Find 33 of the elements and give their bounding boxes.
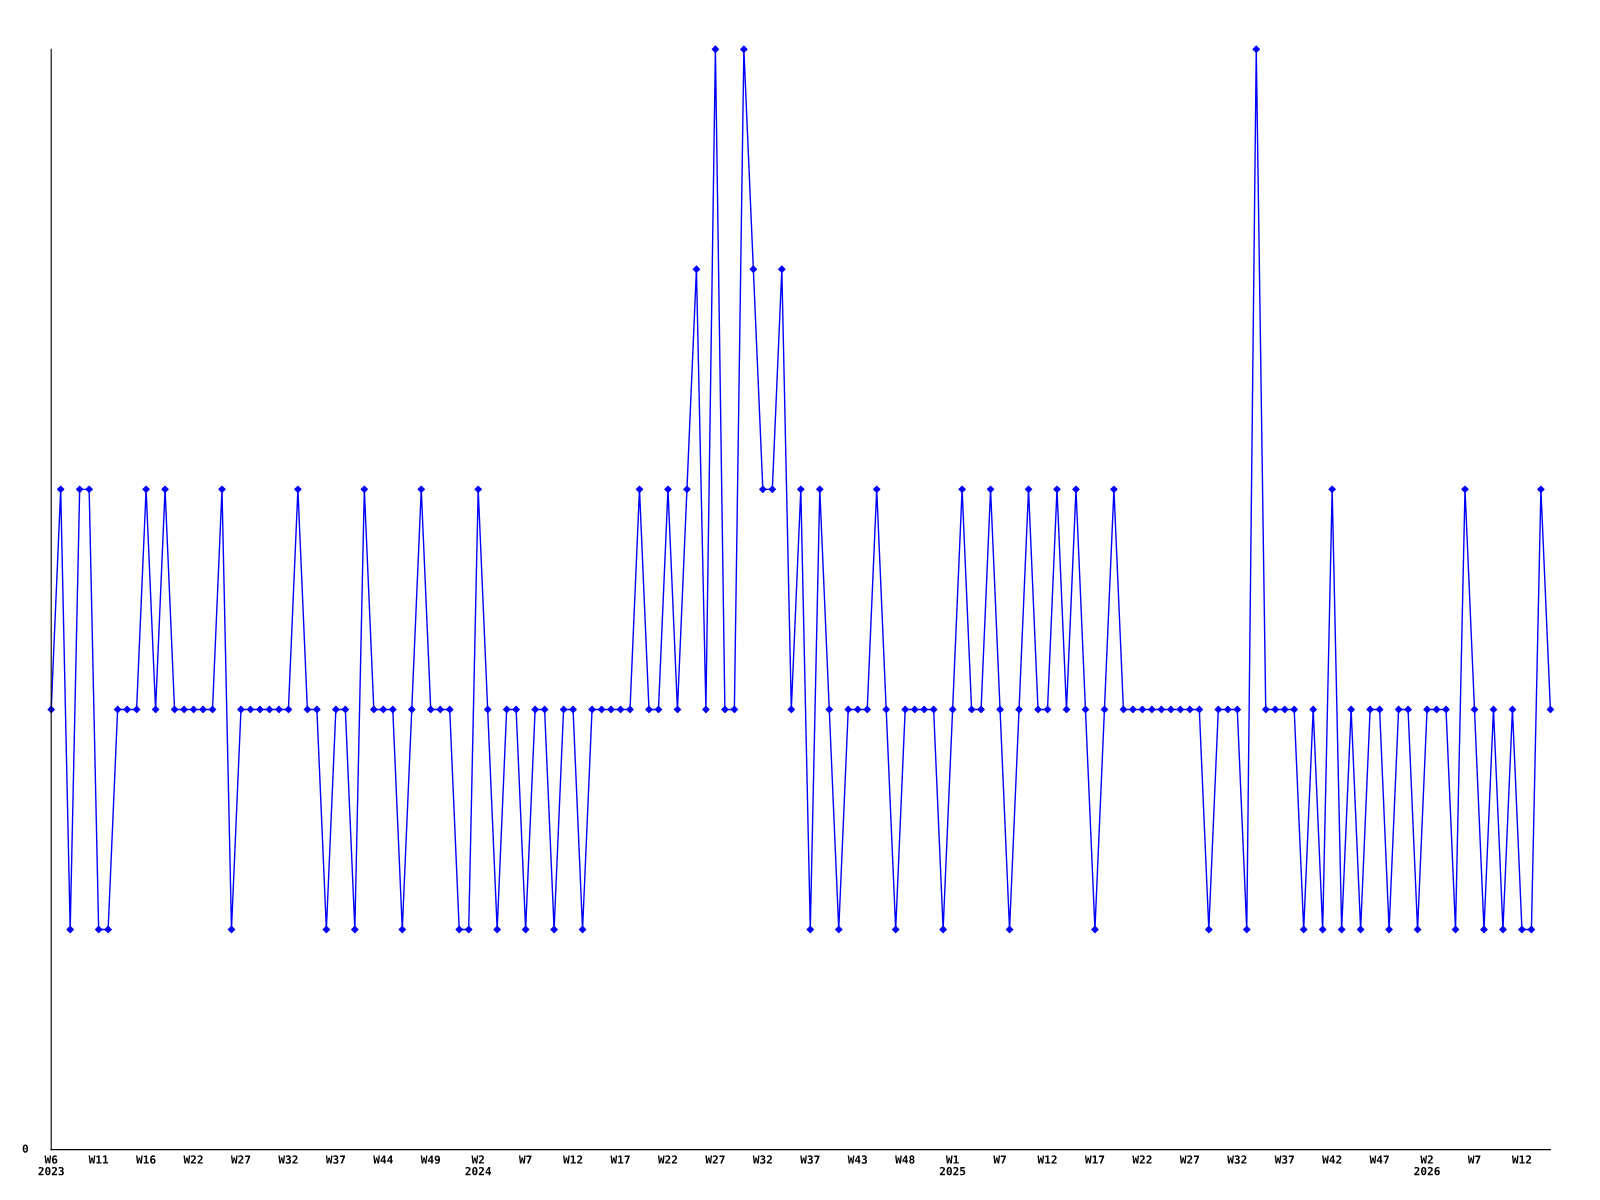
x-tick-label: W43 (847, 1155, 868, 1164)
x-tick-label: W42 (1322, 1155, 1342, 1164)
x-tick-label: W49 (420, 1155, 441, 1164)
x-tick-label: W22 (183, 1155, 203, 1164)
x-tick-label: W1 2025 (939, 1155, 966, 1176)
x-tick-label: W17 (610, 1155, 630, 1164)
x-tick-label: W12 (1511, 1155, 1532, 1164)
x-tick-label: W7 (518, 1155, 532, 1164)
x-tick-label: W44 (373, 1155, 393, 1164)
x-tick-label: W22 (1132, 1155, 1152, 1164)
x-tick-label: W7 (993, 1155, 1006, 1164)
x-tick-label: W12 (563, 1155, 583, 1164)
x-tick-label: W27 (1179, 1155, 1200, 1164)
x-tick-label: W37 (325, 1155, 346, 1164)
x-tick-label: W2 2024 (465, 1155, 492, 1176)
x-tick-label: W37 (800, 1155, 820, 1164)
x-tick-label: W37 (1274, 1155, 1294, 1164)
x-tick-label: W2 2026 (1414, 1155, 1440, 1176)
x-tick-label: W7 (1467, 1155, 1481, 1164)
x-tick-label: W6 2023 (38, 1155, 64, 1176)
x-tick-label: W27 (705, 1155, 725, 1164)
x-tick-label: W32 (752, 1155, 772, 1164)
x-tick-label: W47 (1369, 1155, 1389, 1164)
x-tick-label: W12 (1037, 1155, 1057, 1164)
x-tick-label: W17 (1084, 1155, 1105, 1164)
x-tick-label: W32 (278, 1155, 298, 1164)
x-tick-label: W27 (230, 1155, 251, 1164)
x-tick-label: W11 (88, 1155, 109, 1164)
x-tick-label: W16 (136, 1155, 156, 1164)
x-tick-label: W48 (895, 1155, 915, 1164)
x-tick-label: W32 (1227, 1155, 1247, 1164)
x-tick-label: W22 (657, 1155, 678, 1164)
text: 0 (22, 1144, 29, 1153)
